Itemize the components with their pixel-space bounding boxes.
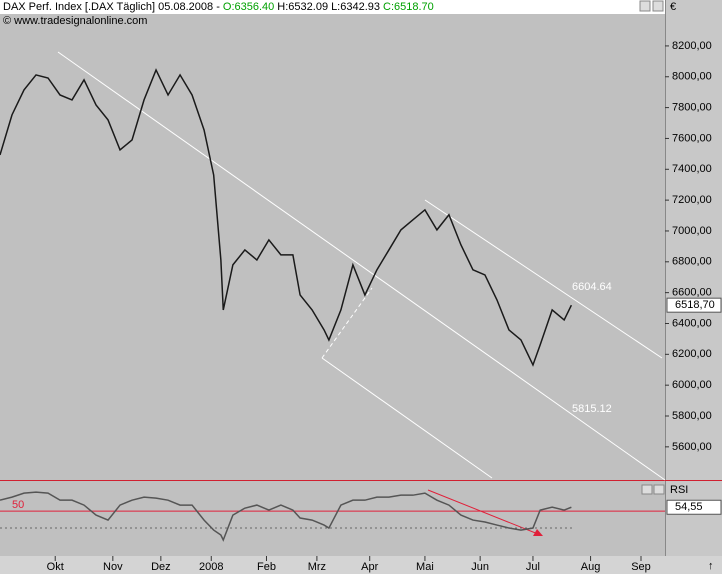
- x-tick-label: Dez: [151, 561, 171, 573]
- channel-lines: [57, 51, 666, 481]
- y-tick-label: 6600,00: [672, 287, 712, 299]
- y-tick-label: 7600,00: [672, 132, 712, 144]
- price-axis: [666, 0, 722, 574]
- copyright: © www.tradesignalonline.com: [3, 15, 147, 27]
- x-tick-label: Feb: [257, 561, 276, 573]
- x-tick-label: Okt: [47, 561, 64, 573]
- y-tick-label: 7400,00: [672, 163, 712, 175]
- rsi-arrow-head: [533, 529, 543, 536]
- level-label: 5815.12: [572, 403, 612, 415]
- x-tick-label: Nov: [103, 561, 123, 573]
- x-tick-label: Jul: [526, 561, 540, 573]
- y-tick-label: 50: [12, 499, 24, 511]
- close-button[interactable]: [653, 484, 665, 495]
- rsi-arrow: [427, 489, 539, 535]
- instrument: DAX Perf. Index [.DAX Täglich] 05.08.200…: [3, 1, 223, 13]
- y-tick-label: 6400,00: [672, 317, 712, 329]
- last-value-label: 6518,70: [675, 299, 715, 311]
- title-bar: [0, 0, 666, 14]
- open: O:6356.40: [223, 1, 274, 13]
- title: DAX Perf. Index [.DAX Täglich] 05.08.200…: [3, 1, 434, 13]
- rsi-title: RSI: [670, 484, 688, 496]
- y-tick-label: 8200,00: [672, 40, 712, 52]
- last-value-box: [666, 499, 722, 515]
- close: C:6518.70: [383, 1, 434, 13]
- y-tick-label: 5800,00: [672, 410, 712, 422]
- y-tick-label: 7200,00: [672, 194, 712, 206]
- y-tick-label: 6000,00: [672, 379, 712, 391]
- y-tick-label: 7000,00: [672, 225, 712, 237]
- y-tick-label: 7800,00: [672, 102, 712, 114]
- x-tick-label: Sep: [631, 561, 651, 573]
- y-tick-label: 8000,00: [672, 71, 712, 83]
- x-tick-label: Apr: [361, 561, 378, 573]
- y-tick-label: 6200,00: [672, 348, 712, 360]
- trend-line: [321, 287, 373, 359]
- high: H:6532.09: [277, 1, 328, 13]
- low: L:6342.93: [331, 1, 380, 13]
- minimize-button[interactable]: [639, 0, 651, 12]
- x-tick-label: Aug: [581, 561, 601, 573]
- x-tick-label: Mai: [416, 561, 434, 573]
- x-tick-label: Mrz: [308, 561, 326, 573]
- y-tick-label: 6800,00: [672, 256, 712, 268]
- trend-line: [424, 199, 663, 359]
- last-value-label: 54,55: [675, 501, 703, 513]
- x-tick-label: Jun: [471, 561, 489, 573]
- minimize-button[interactable]: [641, 484, 653, 495]
- level-label: 6604.64: [572, 281, 612, 293]
- last-value-box: [666, 297, 722, 313]
- trend-line: [321, 357, 493, 479]
- currency-label: €: [670, 1, 676, 13]
- series-line: [0, 491, 572, 542]
- y-tick-label: 5600,00: [672, 441, 712, 453]
- scroll-arrow[interactable]: ↑: [708, 560, 714, 572]
- trend-line: [57, 51, 666, 481]
- series-line: [0, 68, 573, 367]
- time-axis: [0, 556, 722, 574]
- x-tick-label: 2008: [199, 561, 223, 573]
- close-button[interactable]: [652, 0, 664, 12]
